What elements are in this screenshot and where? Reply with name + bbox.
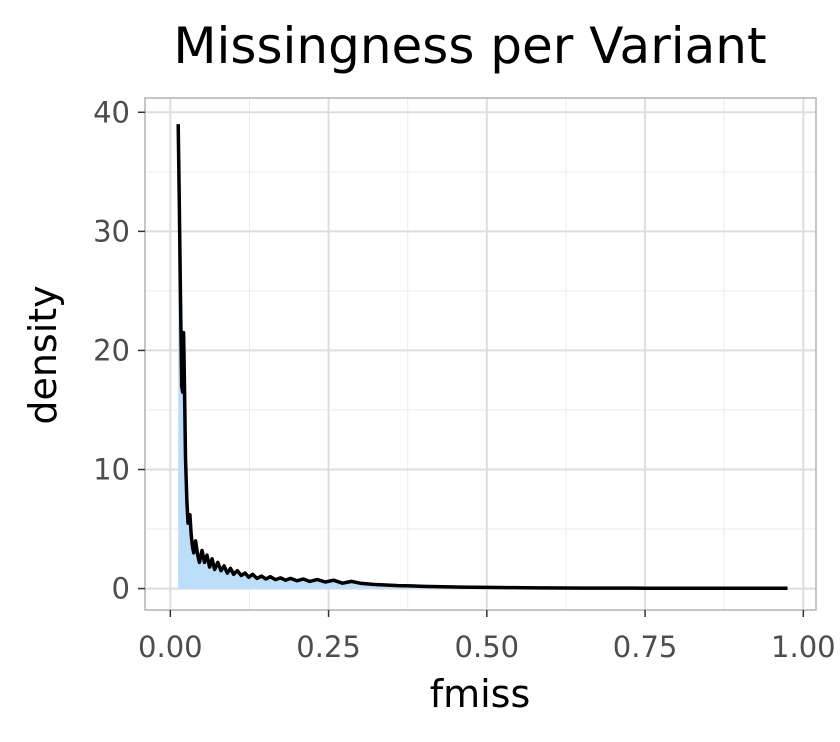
density-line [176,124,788,591]
y-axis-title: density [21,285,65,424]
y-tick-label: 40 [93,95,130,129]
x-tick-label: 0.75 [613,630,678,664]
density-fill-area [178,124,788,589]
y-tick-label: 20 [93,333,130,367]
x-tick-label: 0.50 [455,630,520,664]
y-tick-label: 30 [93,214,130,248]
x-tick-label: 1.00 [771,630,836,664]
grid-major [145,98,816,610]
plot-panel-border [144,97,817,611]
y-tick-label: 10 [93,452,130,486]
y-axis-ticks: 0 10 20 30 40 [93,95,145,606]
x-axis-ticks: 0.00 0.25 0.50 0.75 1.00 [138,610,836,664]
x-axis-title: fmiss [430,672,531,716]
chart-title: Missingness per Variant [173,17,766,75]
grid-minor [145,98,816,610]
x-tick-label: 0.25 [296,630,361,664]
y-tick-label: 0 [112,572,130,606]
x-tick-label: 0.00 [138,630,203,664]
